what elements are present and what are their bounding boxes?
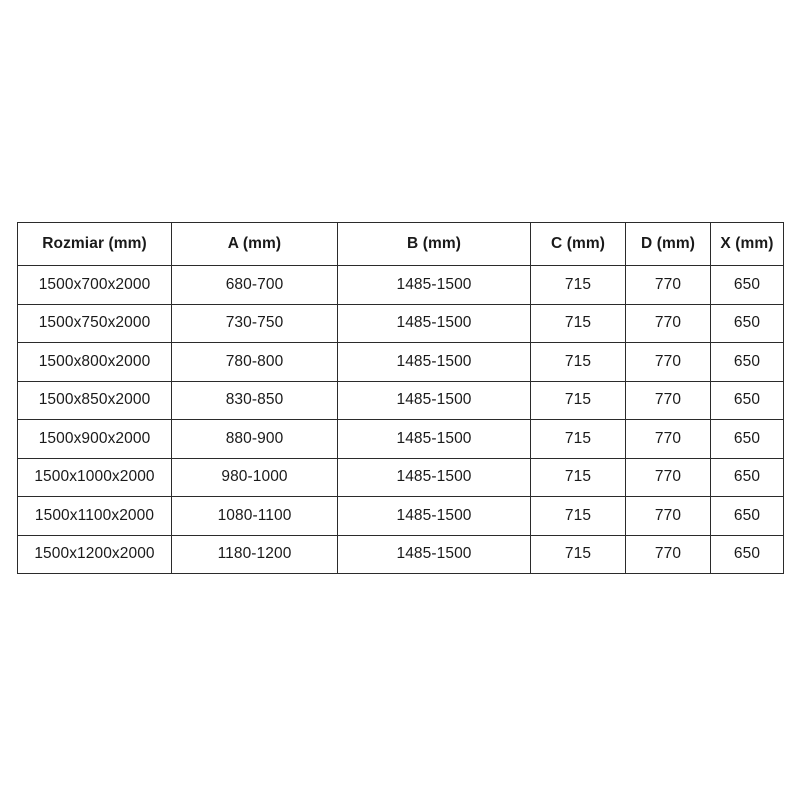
cell-a: 780-800 — [171, 342, 338, 382]
cell-b: 1485-1500 — [337, 303, 531, 343]
cell-size: 1500x700x2000 — [17, 265, 172, 305]
cell-size: 1500x800x2000 — [17, 342, 172, 382]
cell-x: 650 — [710, 380, 784, 420]
cell-b: 1485-1500 — [337, 534, 531, 574]
cell-size: 1500x1200x2000 — [17, 534, 172, 574]
cell-a: 730-750 — [171, 303, 338, 343]
column-header-b: B (mm) — [337, 222, 531, 266]
cell-x: 650 — [710, 342, 784, 382]
table-row: 1500x1100x2000 1080-1100 1485-1500 715 7… — [17, 496, 784, 536]
cell-a: 880-900 — [171, 419, 338, 459]
cell-d: 770 — [625, 342, 711, 382]
cell-c: 715 — [530, 265, 626, 305]
cell-b: 1485-1500 — [337, 342, 531, 382]
cell-a: 1180-1200 — [171, 534, 338, 574]
cell-c: 715 — [530, 342, 626, 382]
column-header-c: C (mm) — [530, 222, 626, 266]
table-row: 1500x1000x2000 980-1000 1485-1500 715 77… — [17, 457, 784, 497]
dimensions-table-container: Rozmiar (mm) A (mm) B (mm) C (mm) D (mm)… — [17, 222, 784, 574]
cell-size: 1500x900x2000 — [17, 419, 172, 459]
column-header-size: Rozmiar (mm) — [17, 222, 172, 266]
cell-b: 1485-1500 — [337, 419, 531, 459]
column-header-x: X (mm) — [710, 222, 784, 266]
cell-size: 1500x1100x2000 — [17, 496, 172, 536]
cell-c: 715 — [530, 534, 626, 574]
table-row: 1500x800x2000 780-800 1485-1500 715 770 … — [17, 342, 784, 382]
column-header-d: D (mm) — [625, 222, 711, 266]
cell-x: 650 — [710, 457, 784, 497]
cell-size: 1500x1000x2000 — [17, 457, 172, 497]
cell-c: 715 — [530, 380, 626, 420]
cell-d: 770 — [625, 534, 711, 574]
cell-a: 1080-1100 — [171, 496, 338, 536]
cell-a: 680-700 — [171, 265, 338, 305]
table-row: 1500x900x2000 880-900 1485-1500 715 770 … — [17, 419, 784, 459]
cell-d: 770 — [625, 419, 711, 459]
cell-x: 650 — [710, 496, 784, 536]
cell-a: 980-1000 — [171, 457, 338, 497]
table-row: 1500x700x2000 680-700 1485-1500 715 770 … — [17, 265, 784, 305]
cell-b: 1485-1500 — [337, 496, 531, 536]
table-row: 1500x1200x2000 1180-1200 1485-1500 715 7… — [17, 534, 784, 574]
cell-d: 770 — [625, 265, 711, 305]
cell-b: 1485-1500 — [337, 265, 531, 305]
cell-b: 1485-1500 — [337, 457, 531, 497]
table-body: 1500x700x2000 680-700 1485-1500 715 770 … — [17, 265, 784, 574]
cell-x: 650 — [710, 419, 784, 459]
cell-a: 830-850 — [171, 380, 338, 420]
cell-x: 650 — [710, 534, 784, 574]
table-header-row: Rozmiar (mm) A (mm) B (mm) C (mm) D (mm)… — [17, 222, 784, 266]
cell-c: 715 — [530, 303, 626, 343]
cell-d: 770 — [625, 457, 711, 497]
cell-c: 715 — [530, 496, 626, 536]
column-header-a: A (mm) — [171, 222, 338, 266]
cell-x: 650 — [710, 303, 784, 343]
table-row: 1500x850x2000 830-850 1485-1500 715 770 … — [17, 380, 784, 420]
cell-size: 1500x850x2000 — [17, 380, 172, 420]
cell-d: 770 — [625, 496, 711, 536]
cell-c: 715 — [530, 457, 626, 497]
dimensions-table: Rozmiar (mm) A (mm) B (mm) C (mm) D (mm)… — [17, 222, 784, 574]
cell-d: 770 — [625, 303, 711, 343]
table-row: 1500x750x2000 730-750 1485-1500 715 770 … — [17, 303, 784, 343]
cell-d: 770 — [625, 380, 711, 420]
cell-b: 1485-1500 — [337, 380, 531, 420]
cell-c: 715 — [530, 419, 626, 459]
cell-size: 1500x750x2000 — [17, 303, 172, 343]
cell-x: 650 — [710, 265, 784, 305]
